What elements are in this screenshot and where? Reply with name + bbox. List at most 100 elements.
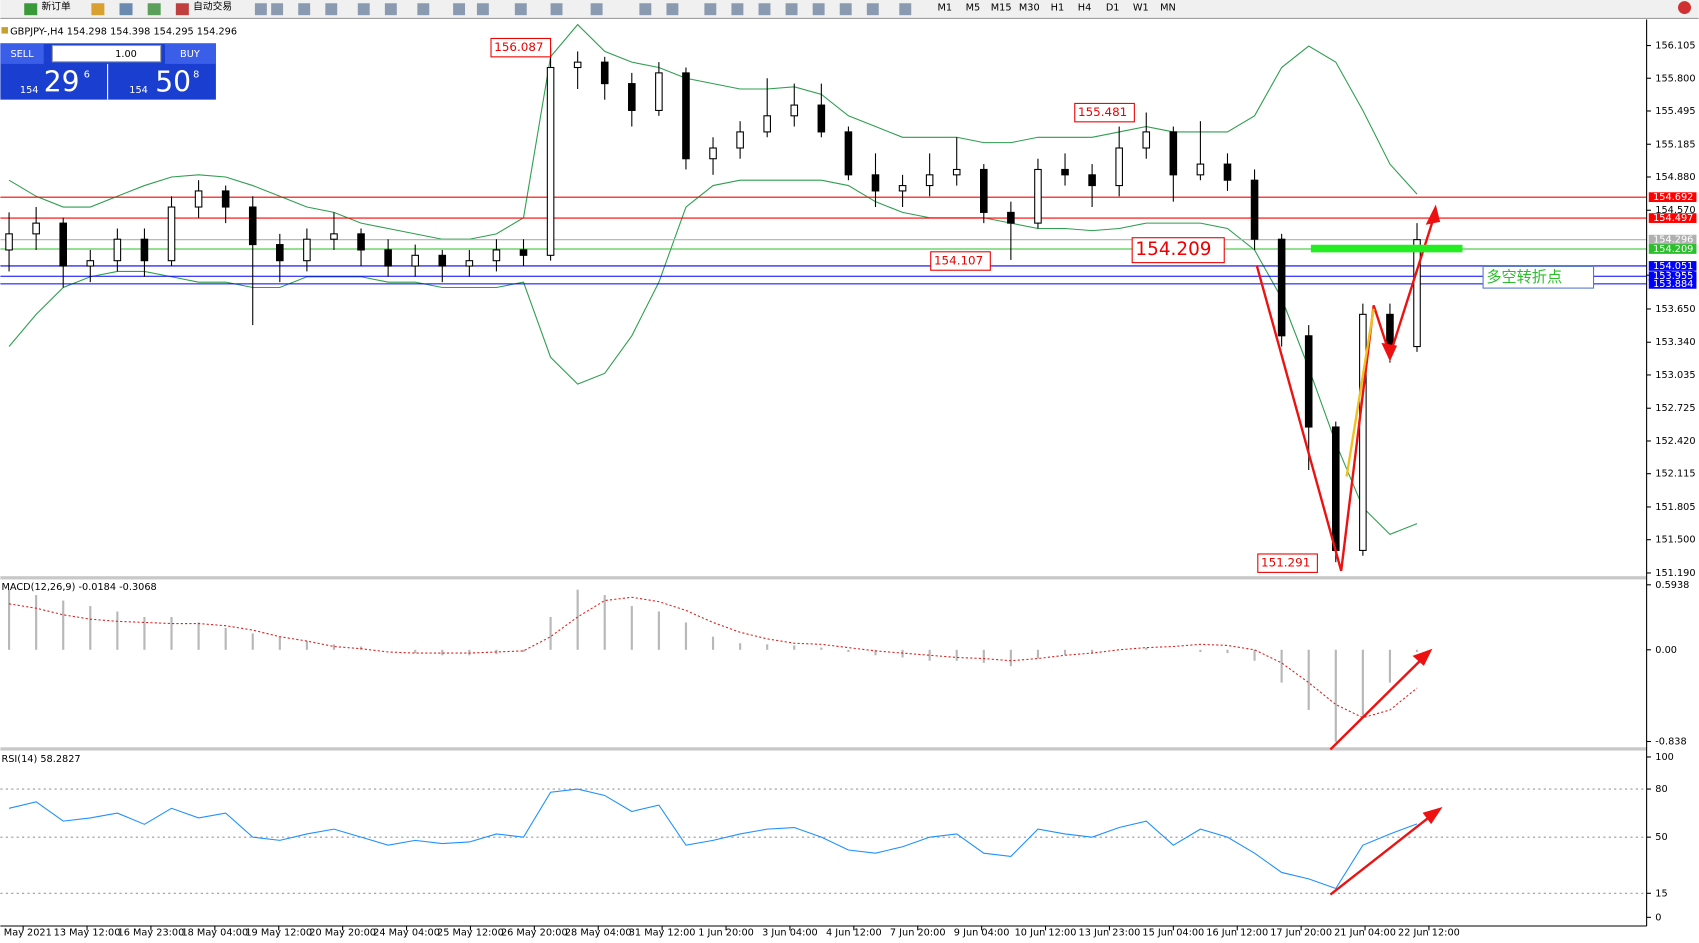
timeframe-button[interactable]: M1 [938,3,953,14]
toolbar-icon[interactable] [453,3,466,16]
x-tick-label: 20 May 20:00 [309,928,376,939]
tool-icon[interactable] [147,3,161,16]
y-tick-label: 155.185 [1655,139,1695,150]
candle-body [736,131,744,149]
candle-body [709,147,717,160]
timeframe-button[interactable]: M5 [966,3,981,14]
toolbar-icon[interactable] [812,3,825,16]
y-tick-label: 0 [1655,912,1661,923]
sell-label[interactable]: SELL [10,49,34,60]
sell-button[interactable] [0,43,44,64]
toolbar-icon[interactable] [417,3,430,16]
toolbar-icon[interactable] [384,3,397,16]
toolbar-icon[interactable] [839,3,852,16]
candle-body [871,174,880,192]
candle-body [1250,179,1259,240]
toolbar-icon[interactable] [758,3,771,16]
timeframe-button[interactable]: W1 [1133,3,1149,14]
candle-body [628,83,636,111]
candle-body [303,238,311,262]
x-tick-label: 21 Jun 04:00 [1334,928,1396,939]
sell-price-pips[interactable]: 29 [44,65,80,98]
toolbar-icon[interactable] [866,3,879,16]
timeframe-button[interactable]: M30 [1019,3,1040,14]
x-tick-label: 31 May 12:00 [629,928,696,939]
toolbar-icon[interactable] [785,3,798,16]
y-tick-label: 100 [1655,752,1674,763]
candle-body [1196,163,1205,176]
x-tick-label: 16 Jun 12:00 [1206,928,1268,939]
rsi-title: RSI(14) 58.2827 [1,754,80,765]
x-tick-label: 26 May 20:00 [501,928,568,939]
toolbar-icon[interactable] [639,3,652,16]
price-level-tag [1648,261,1697,271]
new-order-icon[interactable] [24,3,38,16]
price-level-tag [1648,244,1697,254]
price-level-label: 154.692 [1653,192,1693,203]
price-level-label: 154.497 [1653,213,1693,224]
annotation-box [1482,265,1595,289]
toolbar-icon[interactable] [514,3,527,16]
price-level-label: 154.209 [1653,244,1693,255]
toolbar-icon[interactable] [325,3,338,16]
auto-trading[interactable]: 自动交易 [193,0,232,12]
annotation-box [1074,102,1135,123]
toolbar-icon[interactable] [254,3,267,16]
toolbar-icon[interactable] [731,3,744,16]
sell-price-frac[interactable]: 6 [84,70,90,81]
toolbar-icon[interactable] [357,3,370,16]
tool-icon[interactable] [119,3,133,16]
timeframes: M1 M5 M15 M30 H1 H4 D1 W1 MN [938,3,1176,14]
toolbar-icon[interactable] [666,3,679,16]
new-order[interactable]: 新订单 [42,0,71,12]
candle-body [248,206,257,246]
toolbar-icon[interactable] [271,3,284,16]
candle-body [1304,335,1313,428]
alert-badge[interactable] [1678,1,1692,15]
plot-layer: 156.105 155.800 155.495 155.185 154.880 154.5… [0,23,1697,939]
candle-body [140,238,149,262]
candle-body [1142,131,1151,149]
toolbar-icon[interactable] [704,3,717,16]
y-tick-label: 154.570 [1655,205,1695,216]
tool-icon[interactable] [91,3,105,16]
buy-price-pips[interactable]: 50 [155,65,191,98]
timeframe-button[interactable]: M15 [991,3,1012,14]
candle-body [113,238,122,262]
timeframe-button[interactable]: D1 [1106,3,1120,14]
x-tick-label: 7 Jun 20:00 [890,928,946,939]
candle-body [32,222,40,235]
candle-body [763,115,771,133]
timeframe-button[interactable]: H4 [1078,3,1092,14]
rsi-line [8,788,1418,890]
toolbar-icon[interactable] [298,3,311,16]
annotation: 154.107 [934,254,983,268]
pane-separator [0,576,1647,580]
buy-price-frac[interactable]: 8 [193,70,199,81]
auto-trading-icon[interactable] [175,3,189,16]
candle-body [1331,426,1340,551]
candle-body [980,168,988,213]
toolbar-icon[interactable] [550,3,563,16]
x-tick-label: 17 Jun 20:00 [1270,928,1332,939]
candle-body [465,260,474,267]
buy-button[interactable] [165,43,216,64]
lot-value[interactable]: 1.00 [115,49,137,60]
y-tick-label: 156.105 [1655,41,1695,52]
annotation-box [1257,553,1318,573]
toolbar-icon[interactable] [590,3,603,16]
sell-price-big[interactable]: 154 [20,85,39,96]
timeframe-button[interactable]: MN [1160,3,1176,14]
price-level-tag [1648,192,1697,203]
candle-body [925,174,934,187]
buy-price-big[interactable]: 154 [129,85,148,96]
x-tick-label: 18 May 04:00 [181,928,248,939]
toolbar-icon[interactable] [899,3,912,16]
y-tick-label: 151.500 [1655,535,1695,546]
timeframe-button[interactable]: H1 [1051,3,1065,14]
lot-input[interactable] [51,44,162,63]
candle-body [5,233,13,251]
buy-label[interactable]: BUY [180,49,200,60]
toolbar-icon[interactable] [476,3,489,16]
